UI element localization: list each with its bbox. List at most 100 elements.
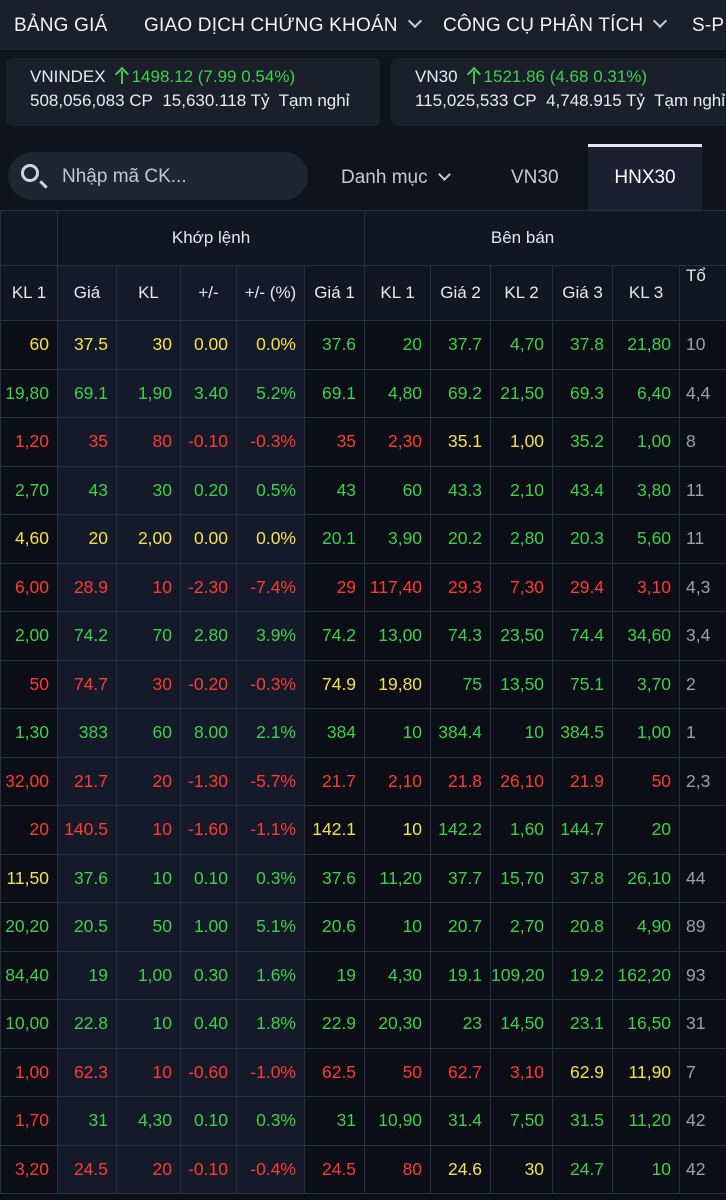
column-header[interactable]: KL 3 [612, 265, 681, 321]
table-cell: 35.1 [430, 417, 492, 467]
table-row[interactable]: 1,30 383 60 8.00 2.1% 384 10 384.4 10 384.5 1,00 1 [0, 708, 726, 758]
table-cell: 10,00 [0, 999, 58, 1049]
table-cell: 162,20 [612, 950, 681, 1000]
table-cell: 20.2 [430, 514, 492, 564]
table-cell: 74.7 [57, 659, 117, 709]
table-row[interactable]: 32,00 21.7 20 -1.30 -5.7% 21.7 2,10 21.8 26,10 21… [0, 756, 726, 806]
table-cell: 75.1 [552, 659, 614, 709]
nav-sp[interactable]: S-P [692, 0, 724, 50]
table-row[interactable]: 10,00 22.8 10 0.40 1.8% 22.9 20,30 23 14,50 23.1 1… [0, 999, 726, 1049]
table-row[interactable]: 1,70 31 4,30 0.10 0.3% 31 10,90 31.4 7,50 31.5 11,… [0, 1096, 726, 1146]
table-cell: 0.10 [180, 853, 237, 903]
table-cell: 7,50 [490, 1096, 554, 1146]
table-cell: 31.5 [552, 1096, 614, 1146]
tab-hnx30[interactable]: HNX30 [588, 144, 702, 210]
table-row[interactable]: 6,00 28.9 10 -2.30 -7.4% 29 117,40 29.3 7,30 29.4… [0, 562, 726, 612]
table-cell: 70 [116, 611, 181, 661]
index-value: 1521.86 [483, 67, 545, 86]
table-cell: 3,10 [612, 562, 681, 612]
index-status: Tạm nghỉ [278, 91, 350, 110]
table-cell: 21,50 [490, 368, 554, 418]
nav-giao-dich[interactable]: GIAO DỊCH CHỨNG KHOÁN [144, 0, 422, 50]
tab-danh-muc[interactable]: Danh mục [341, 144, 451, 210]
total-volume-cell: 1 [679, 708, 726, 758]
index-status: Tạm nghỉ [654, 91, 726, 110]
table-cell: 24.5 [57, 1144, 117, 1194]
table-row[interactable]: 2,70 43 30 0.20 0.5% 43 60 43.3 2,10 43.4 3,80 11 [0, 465, 726, 515]
table-row[interactable]: 3,20 24.5 20 -0.10 -0.4% 24.5 80 24.6 30 24.7 10 42 [0, 1144, 726, 1194]
table-row[interactable]: 1,00 62.3 10 -0.60 -1.0% 62.5 50 62.7 3,10 62.9 11… [0, 1047, 726, 1097]
column-header[interactable]: +/- (%) [236, 265, 305, 321]
column-header[interactable]: Giá 2 [430, 265, 492, 321]
table-row[interactable]: 11,50 37.6 10 0.10 0.3% 37.6 11,20 37.7 15,70 37.… [0, 853, 726, 903]
table-row[interactable]: 20 140.5 10 -1.60 -1.1% 142.1 10 142.2 1,60 144.7… [0, 805, 726, 855]
table-cell: 3,70 [612, 659, 681, 709]
table-cell: 22.9 [303, 999, 366, 1049]
column-header-total[interactable]: Tổ [679, 265, 726, 321]
nav-cong-cu[interactable]: CÔNG CỤ PHÂN TÍCH [443, 0, 668, 50]
table-cell: 43 [57, 465, 117, 515]
column-header[interactable]: KL 2 [490, 265, 554, 321]
table-cell: 74.3 [430, 611, 492, 661]
table-cell: 19 [303, 950, 366, 1000]
table-cell: 24.7 [552, 1144, 614, 1194]
table-cell: 69.2 [430, 368, 492, 418]
arrow-up-icon [468, 68, 480, 84]
table-row[interactable]: 84,40 19 1,00 0.30 1.6% 19 4,30 19.1 109,20 19.2 1… [0, 950, 726, 1000]
table-cell: 11,20 [364, 853, 432, 903]
table-cell: 13,00 [364, 611, 432, 661]
table-cell: 11,20 [612, 1096, 681, 1146]
table-cell: 20.6 [303, 902, 366, 952]
table-cell: 383 [57, 708, 117, 758]
nav-bang-gia-label: BẢNG GIÁ [14, 15, 108, 36]
nav-giao-dich-label: GIAO DỊCH CHỨNG KHOÁN [144, 15, 398, 36]
table-cell: -0.4% [236, 1144, 305, 1194]
index-turnover: 15,630.118 Tỷ [162, 91, 270, 110]
search-box[interactable] [8, 152, 308, 200]
table-cell: 23 [430, 999, 492, 1049]
table-row[interactable]: 50 74.7 30 -0.20 -0.3% 74.9 19,80 75 13,50 75.1 3,… [0, 659, 726, 709]
table-cell: 19,80 [0, 368, 58, 418]
index-card-vn30[interactable]: VN30 1521.86 (4.68 0.31%) 115,025,533 CP … [391, 58, 726, 126]
table-cell: 50 [0, 659, 58, 709]
chevron-down-icon [407, 13, 422, 29]
table-cell: 20.1 [303, 514, 366, 564]
tab-vn30[interactable]: VN30 [511, 144, 559, 210]
table-cell: 80 [116, 417, 181, 467]
table-cell: 20 [57, 514, 117, 564]
table-cell: 0.00 [180, 320, 237, 370]
column-header[interactable]: +/- [180, 265, 237, 321]
column-header[interactable]: KL 1 [364, 265, 432, 321]
table-row[interactable]: 1,20 35 80 -0.10 -0.3% 35 2,30 35.1 1,00 35.2 1,00… [0, 417, 726, 467]
chevron-down-icon [653, 13, 668, 29]
table-row[interactable]: 4,60 20 2,00 0.00 0.0% 20.1 3,90 20.2 2,80 20.3 5,… [0, 514, 726, 564]
table-cell: 69.3 [552, 368, 614, 418]
table-cell: 32,00 [0, 756, 58, 806]
column-header[interactable]: KL [116, 265, 181, 321]
nav-bang-gia[interactable]: BẢNG GIÁ [14, 0, 107, 50]
table-cell: 14,50 [490, 999, 554, 1049]
table-cell: 1,90 [116, 368, 181, 418]
table-row[interactable]: 60 37.5 30 0.00 0.0% 37.6 20 37.7 4,70 37.8 21,80 1… [0, 320, 726, 370]
column-header[interactable]: Giá 1 [303, 265, 366, 321]
table-cell: 11,50 [0, 853, 58, 903]
table-cell: 80 [364, 1144, 432, 1194]
index-card-vnindex[interactable]: VNINDEX 1498.12 (7.99 0.54%) 508,056,083 … [6, 58, 380, 126]
total-volume-cell: 2,3 [679, 756, 726, 806]
price-table: Khớp lệnh Bên bán KL 1 Giá KL +/- +/- (%) Giá… [0, 210, 726, 1194]
table-row[interactable]: 19,80 69.1 1,90 3.40 5.2% 69.1 4,80 69.2 21,50 69… [0, 368, 726, 418]
table-cell: 21.7 [303, 756, 366, 806]
table-cell: 0.40 [180, 999, 237, 1049]
column-header[interactable]: Giá [57, 265, 117, 321]
column-header[interactable]: KL 1 [0, 265, 58, 321]
table-row[interactable]: 20,20 20.5 50 1.00 5.1% 20.6 10 20.7 2,70 20.8 4,9… [0, 902, 726, 952]
column-header[interactable]: Giá 3 [552, 265, 614, 321]
table-cell: 5,60 [612, 514, 681, 564]
table-cell: 1,70 [0, 1096, 58, 1146]
table-cell: 20,20 [0, 902, 58, 952]
table-cell: 1,00 [0, 1047, 58, 1097]
total-volume-cell: 8 [679, 417, 726, 467]
table-cell: 4,60 [0, 514, 58, 564]
search-input[interactable] [60, 158, 294, 196]
table-row[interactable]: 2,00 74.2 70 2.80 3.9% 74.2 13,00 74.3 23,50 74.4… [0, 611, 726, 661]
